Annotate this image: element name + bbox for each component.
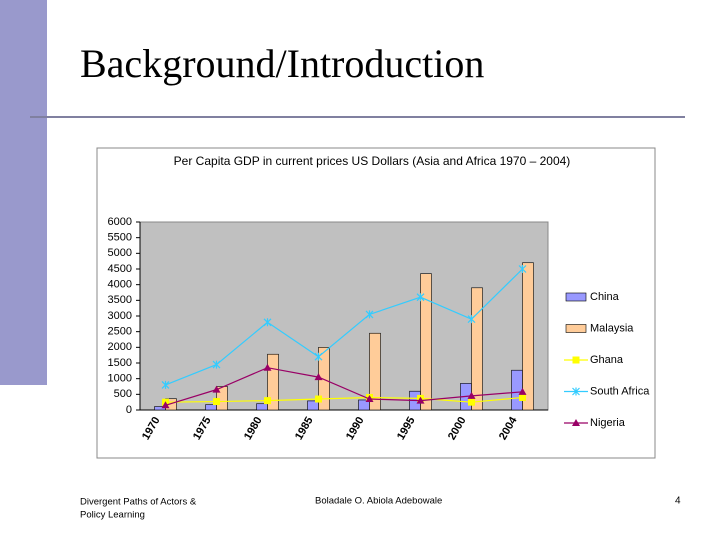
legend-marker bbox=[572, 356, 580, 364]
bar bbox=[267, 353, 279, 411]
point bbox=[212, 385, 221, 393]
bar bbox=[256, 403, 268, 411]
point bbox=[467, 315, 476, 324]
point bbox=[213, 398, 220, 406]
point bbox=[519, 393, 526, 401]
y-tick-label: 500 bbox=[114, 388, 132, 400]
point bbox=[264, 397, 271, 405]
point bbox=[314, 373, 323, 381]
point bbox=[467, 391, 476, 399]
point bbox=[416, 396, 425, 404]
y-tick-label: 1500 bbox=[108, 357, 132, 369]
point bbox=[468, 398, 475, 406]
bar bbox=[522, 262, 534, 411]
y-tick-label: 2000 bbox=[108, 341, 132, 353]
bar bbox=[205, 404, 217, 411]
plot-area bbox=[139, 221, 549, 411]
footer-center: Boladale O. Abiola Adebowale bbox=[315, 496, 442, 507]
point bbox=[161, 401, 170, 409]
point bbox=[314, 352, 323, 361]
line bbox=[165, 367, 523, 406]
bar bbox=[471, 287, 483, 411]
line bbox=[165, 396, 523, 403]
chart-title: Per Capita GDP in current prices US Doll… bbox=[174, 154, 571, 168]
legend-label: Ghana bbox=[590, 354, 624, 366]
page-number: 4 bbox=[675, 496, 681, 507]
footer-left: Policy Learning bbox=[80, 510, 145, 521]
point bbox=[161, 380, 170, 389]
bar bbox=[420, 273, 432, 411]
point bbox=[315, 395, 322, 403]
legend-label: Malaysia bbox=[590, 322, 634, 334]
y-tick-label: 3000 bbox=[108, 310, 132, 322]
y-tick-label: 1000 bbox=[108, 373, 132, 385]
point bbox=[416, 293, 425, 302]
legend-label: South Africa bbox=[590, 385, 650, 397]
point bbox=[365, 310, 374, 319]
footer-left: Divergent Paths of Actors & bbox=[80, 497, 197, 508]
legend-label: Nigeria bbox=[590, 417, 626, 429]
side-bar bbox=[0, 0, 47, 385]
point bbox=[518, 387, 527, 395]
bar bbox=[511, 369, 523, 411]
y-tick-label: 0 bbox=[126, 404, 132, 416]
point bbox=[263, 363, 272, 371]
legend-marker bbox=[572, 419, 580, 426]
y-tick-label: 4000 bbox=[108, 279, 132, 291]
line bbox=[165, 268, 523, 386]
y-tick-label: 2500 bbox=[108, 326, 132, 338]
legend-marker bbox=[572, 387, 580, 396]
legend-swatch bbox=[565, 324, 587, 333]
point bbox=[365, 395, 374, 403]
legend-label: China bbox=[590, 291, 620, 303]
legend-swatch bbox=[565, 292, 587, 302]
y-tick-label: 5000 bbox=[108, 247, 132, 259]
y-tick-label: 4500 bbox=[108, 263, 132, 275]
point bbox=[263, 318, 272, 327]
slide-title: Background/Introduction bbox=[80, 41, 484, 86]
y-tick-label: 3500 bbox=[108, 294, 132, 306]
y-tick-label: 6000 bbox=[108, 216, 132, 228]
y-tick-label: 5500 bbox=[108, 232, 132, 244]
point bbox=[518, 265, 527, 273]
point bbox=[212, 360, 221, 369]
bar bbox=[369, 332, 381, 411]
